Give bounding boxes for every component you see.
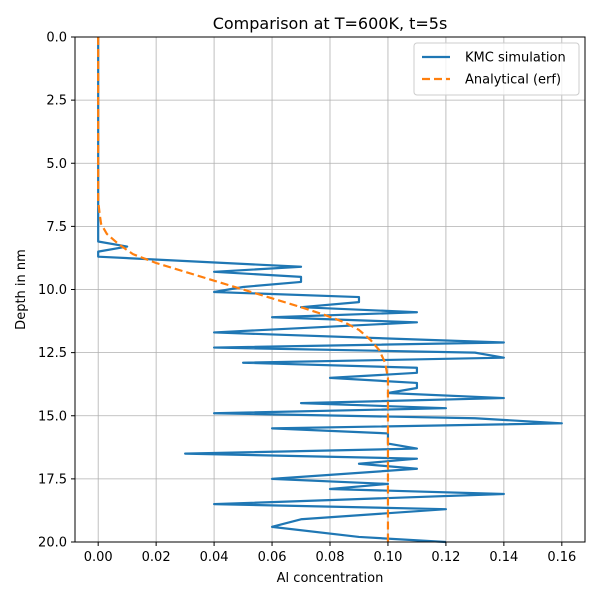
- x-tick-label: 0.10: [373, 550, 402, 565]
- series-line-analytical: [97, 37, 390, 542]
- x-tick-label: 0.00: [84, 550, 113, 565]
- y-tick-label: 0.0: [46, 31, 67, 46]
- series-line-kmc: [97, 37, 563, 544]
- chart-title: Comparison at T=600K, t=5s: [213, 14, 448, 33]
- x-tick-label: 0.08: [316, 550, 345, 565]
- y-tick-label: 12.5: [38, 346, 67, 361]
- y-tick-label: 2.5: [46, 94, 67, 109]
- grid: [75, 36, 585, 543]
- x-tick-label: 0.06: [258, 550, 287, 565]
- y-tick-label: 5.0: [46, 157, 67, 172]
- x-ticks: 0.00 0.02 0.04 0.06 0.08 0.10 0.12 0.14 0.16: [84, 542, 576, 565]
- x-axis-label: Al concentration: [277, 571, 384, 586]
- y-tick-label: 15.0: [38, 409, 67, 424]
- x-tick-label: 0.02: [142, 550, 171, 565]
- x-tick-label: 0.14: [489, 550, 518, 565]
- legend-box: [413, 42, 580, 96]
- y-ticks: 0.0 2.5 5.0 7.5 10.0 12.5 15.0 17.5 20.0: [38, 31, 75, 551]
- x-tick-label: 0.04: [200, 550, 229, 565]
- series-layer: [97, 37, 563, 544]
- x-tick-label: 0.16: [547, 550, 576, 565]
- x-tick-label: 0.12: [431, 550, 460, 565]
- y-tick-label: 20.0: [38, 536, 67, 551]
- legend-label-analytical: Analytical (erf): [465, 73, 561, 88]
- y-axis-label: Depth in nm: [14, 249, 29, 330]
- y-tick-label: 10.0: [38, 283, 67, 298]
- y-tick-label: 7.5: [46, 220, 67, 235]
- legend: KMC simulation Analytical (erf): [413, 42, 580, 96]
- y-tick-label: 17.5: [38, 472, 67, 487]
- legend-label-kmc: KMC simulation: [465, 51, 566, 66]
